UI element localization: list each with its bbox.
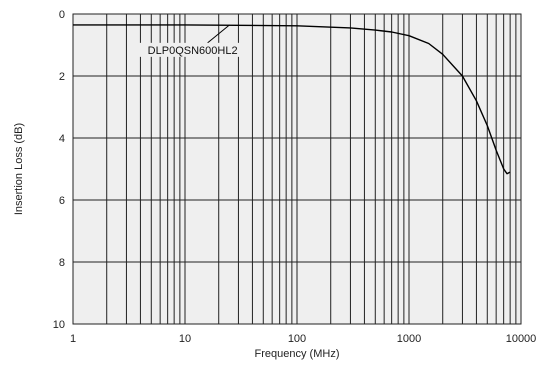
y-tick-label: 2 (59, 71, 65, 83)
x-tick-label: 1 (70, 333, 76, 345)
y-tick-label: 10 (53, 319, 65, 331)
y-tick-label: 0 (59, 9, 65, 21)
x-tick-label: 10000 (506, 333, 537, 345)
series-layer (73, 24, 511, 175)
y-tick-label: 6 (59, 195, 65, 207)
y-axis-title: Insertion Loss (dB) (13, 123, 25, 215)
y-tick-label: 8 (59, 257, 65, 269)
plot-border (72, 13, 522, 325)
annotation-layer: DLP0QSN600HL2 (127, 24, 240, 57)
grid (72, 13, 522, 325)
x-tick-labels: 1 10 100 1000 10000 (70, 333, 536, 345)
annotation-leader (207, 24, 230, 44)
y-tick-label: 4 (59, 133, 65, 145)
x-axis-title: Frequency (MHz) (255, 348, 340, 360)
x-tick-label: 1000 (397, 333, 421, 345)
x-tick-label: 10 (179, 333, 191, 345)
series-annotation-label: DLP0QSN600HL2 (148, 45, 238, 57)
x-tick-label: 100 (288, 333, 306, 345)
y-tick-labels: 0 2 4 6 8 10 (53, 9, 65, 331)
annotation-background (127, 42, 240, 57)
series-line (73, 24, 511, 175)
